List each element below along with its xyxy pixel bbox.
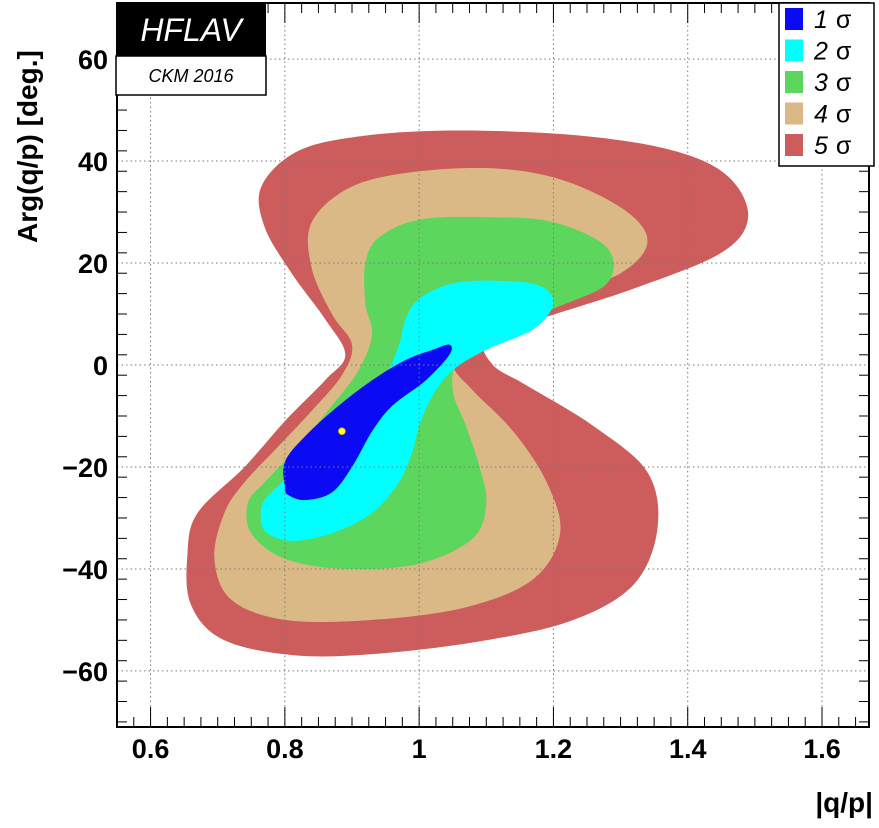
grid-lines	[117, 3, 869, 727]
hflav-logo-text: HFLAV	[140, 12, 244, 48]
y-tick-labels: −60 −40 −20 0 20 40 60	[62, 45, 108, 687]
x-tick-label: 0.6	[132, 734, 170, 764]
contour-regions	[186, 130, 749, 657]
y-tick-label: −20	[62, 453, 108, 483]
x-tick-label: 0.8	[266, 734, 304, 764]
legend-swatch-1-sigma	[785, 8, 803, 30]
y-tick-label: 60	[78, 45, 108, 75]
legend-swatch-2-sigma	[785, 39, 803, 62]
plot-frame	[116, 2, 870, 728]
x-tick-label: 1	[412, 734, 427, 764]
x-tick-label: 1.4	[669, 734, 707, 764]
x-tick-labels: 0.6 0.8 1 1.2 1.4 1.6	[132, 734, 841, 764]
legend-swatch-5-sigma	[785, 134, 803, 156]
legend-swatch-3-sigma	[785, 71, 803, 93]
best-fit-point	[338, 427, 346, 436]
legend: 1 σ 2 σ 3 σ 4 σ 5 σ	[778, 2, 875, 167]
y-tick-label: −60	[62, 657, 108, 687]
hflav-logo-subbox	[115, 55, 267, 96]
legend-swatch-4-sigma	[785, 102, 803, 125]
axis-ticks	[116, 3, 869, 727]
contour-1-sigma	[283, 344, 452, 501]
y-tick-label: 20	[78, 249, 108, 279]
hflav-logo-subtext: CKM 2016	[148, 66, 234, 86]
y-axis-title: Arg(q/p) [deg.]	[12, 50, 43, 243]
hflav-logo: HFLAV CKM 2016	[115, 3, 267, 96]
y-tick-label: 40	[78, 147, 108, 177]
x-tick-label: 1.6	[803, 734, 841, 764]
x-tick-label: 1.2	[535, 734, 573, 764]
hflav-logo-banner	[116, 3, 266, 56]
y-tick-label: 0	[93, 351, 108, 381]
y-tick-label: −40	[62, 555, 108, 585]
x-axis-title: |q/p|	[815, 787, 873, 818]
